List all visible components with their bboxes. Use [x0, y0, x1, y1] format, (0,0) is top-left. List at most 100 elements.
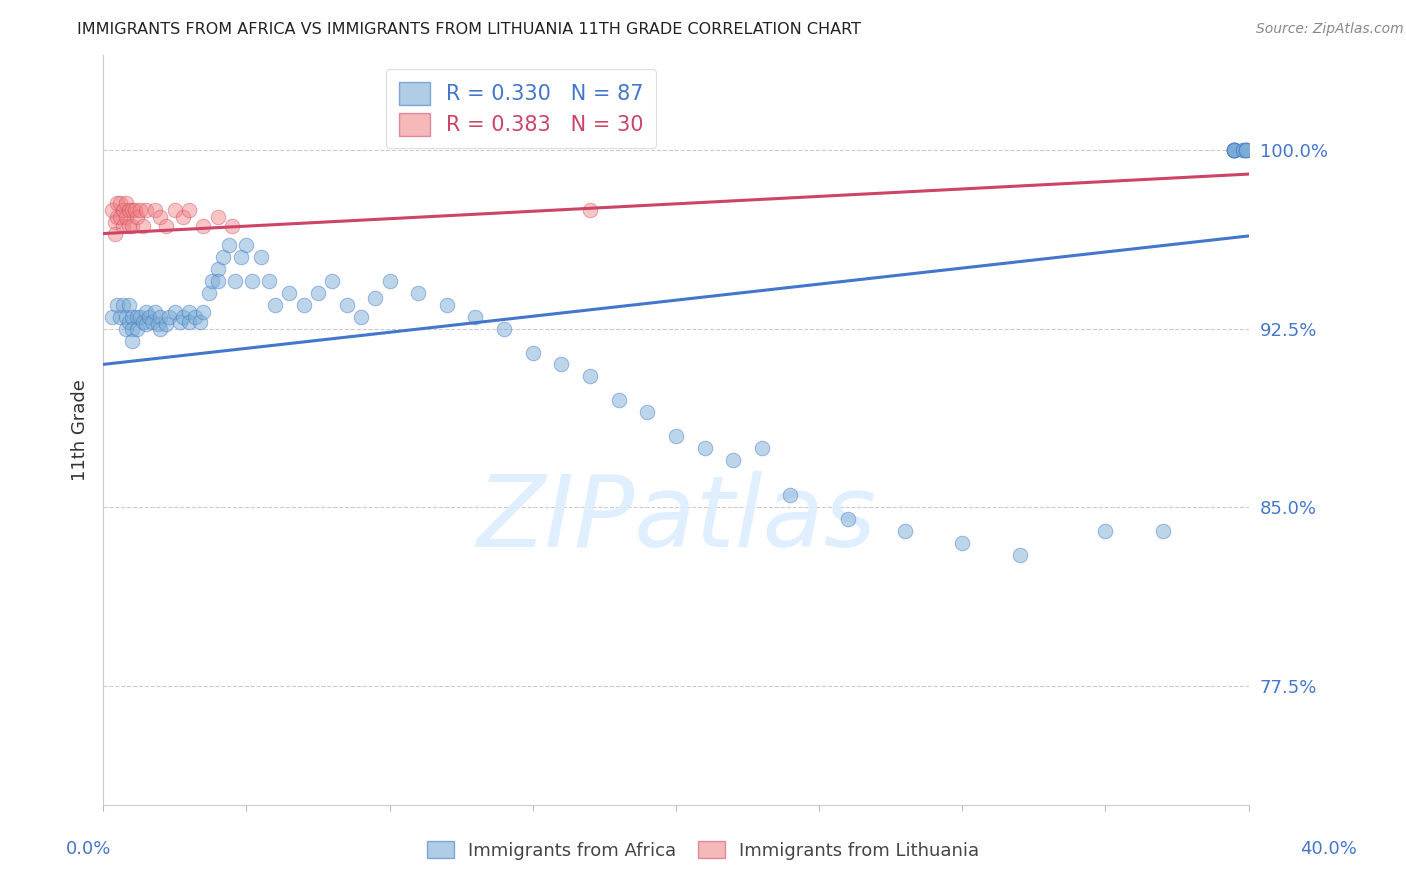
Point	[121, 219, 143, 234]
Point	[129, 310, 152, 324]
Point	[127, 210, 149, 224]
Point	[278, 286, 301, 301]
Point	[257, 274, 280, 288]
Point	[118, 202, 141, 217]
Point	[1223, 144, 1246, 158]
Point	[335, 298, 357, 312]
Point	[1223, 144, 1246, 158]
Point	[177, 202, 200, 217]
Point	[118, 315, 141, 329]
Point	[1152, 524, 1174, 538]
Point	[112, 202, 135, 217]
Point	[235, 238, 257, 252]
Point	[127, 322, 149, 336]
Point	[321, 274, 343, 288]
Point	[155, 317, 177, 331]
Point	[110, 310, 132, 324]
Point	[190, 315, 212, 329]
Point	[837, 512, 859, 526]
Point	[665, 429, 688, 443]
Point	[207, 262, 229, 277]
Point	[115, 322, 138, 336]
Point	[169, 315, 191, 329]
Point	[124, 202, 146, 217]
Point	[579, 202, 602, 217]
Point	[201, 274, 224, 288]
Point	[110, 210, 132, 224]
Legend: Immigrants from Africa, Immigrants from Lithuania: Immigrants from Africa, Immigrants from …	[419, 834, 987, 867]
Point	[1232, 144, 1254, 158]
Point	[107, 298, 129, 312]
Point	[129, 202, 152, 217]
Text: Source: ZipAtlas.com: Source: ZipAtlas.com	[1256, 22, 1403, 37]
Point	[1223, 144, 1246, 158]
Point	[107, 210, 129, 224]
Point	[112, 219, 135, 234]
Point	[1223, 144, 1246, 158]
Point	[1234, 144, 1257, 158]
Point	[636, 405, 658, 419]
Point	[177, 305, 200, 319]
Point	[364, 291, 387, 305]
Point	[406, 286, 429, 301]
Point	[721, 452, 744, 467]
Point	[1223, 144, 1246, 158]
Point	[172, 210, 194, 224]
Point	[149, 210, 172, 224]
Point	[121, 334, 143, 348]
Point	[693, 441, 716, 455]
Point	[107, 195, 129, 210]
Point	[132, 315, 155, 329]
Point	[177, 315, 200, 329]
Point	[779, 488, 801, 502]
Point	[172, 310, 194, 324]
Text: IMMIGRANTS FROM AFRICA VS IMMIGRANTS FROM LITHUANIA 11TH GRADE CORRELATION CHART: IMMIGRANTS FROM AFRICA VS IMMIGRANTS FRO…	[77, 22, 862, 37]
Point	[224, 274, 246, 288]
Point	[141, 315, 163, 329]
Point	[149, 310, 172, 324]
Point	[751, 441, 773, 455]
Point	[121, 202, 143, 217]
Point	[1234, 144, 1257, 158]
Point	[115, 210, 138, 224]
Point	[132, 219, 155, 234]
Point	[157, 310, 180, 324]
Point	[193, 305, 215, 319]
Point	[155, 219, 177, 234]
Point	[103, 215, 125, 229]
Point	[264, 298, 287, 312]
Point	[218, 238, 240, 252]
Point	[135, 317, 157, 331]
Point	[198, 286, 221, 301]
Point	[121, 310, 143, 324]
Point	[115, 310, 138, 324]
Point	[100, 310, 122, 324]
Point	[121, 322, 143, 336]
Point	[212, 251, 235, 265]
Point	[135, 202, 157, 217]
Point	[103, 227, 125, 241]
Point	[350, 310, 373, 324]
Point	[950, 536, 973, 550]
Point	[436, 298, 458, 312]
Point	[149, 322, 172, 336]
Point	[138, 310, 160, 324]
Point	[193, 219, 215, 234]
Point	[292, 298, 315, 312]
Point	[1232, 144, 1254, 158]
Point	[221, 219, 243, 234]
Point	[112, 298, 135, 312]
Point	[1008, 548, 1031, 562]
Point	[378, 274, 401, 288]
Legend: R = 0.330   N = 87, R = 0.383   N = 30: R = 0.330 N = 87, R = 0.383 N = 30	[387, 70, 657, 148]
Y-axis label: 11th Grade: 11th Grade	[72, 379, 89, 481]
Point	[1234, 144, 1257, 158]
Point	[607, 393, 630, 408]
Point	[118, 298, 141, 312]
Point	[249, 251, 271, 265]
Point	[1223, 144, 1246, 158]
Point	[135, 305, 157, 319]
Point	[163, 202, 186, 217]
Text: ZIPatlas: ZIPatlas	[477, 471, 876, 568]
Point	[163, 305, 186, 319]
